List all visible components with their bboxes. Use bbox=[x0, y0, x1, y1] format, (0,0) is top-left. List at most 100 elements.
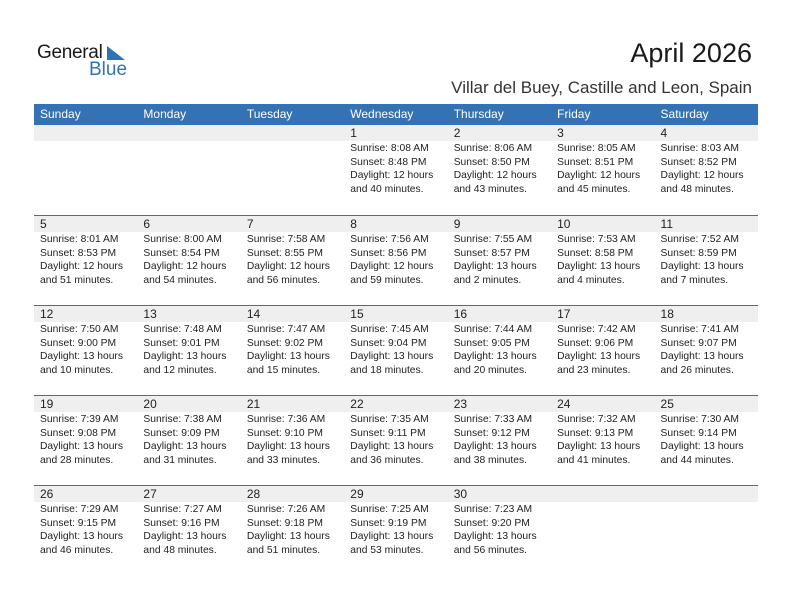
sunset-text: Sunset: 9:09 PM bbox=[143, 427, 220, 439]
day-cell-25: 25 Sunrise: 7:30 AM Sunset: 9:14 PM Dayligh… bbox=[655, 396, 758, 485]
sunset-text: Sunset: 8:48 PM bbox=[350, 156, 427, 168]
daylight-text: Daylight: 13 hours bbox=[40, 531, 123, 543]
day-number: 26 bbox=[40, 487, 54, 501]
sunrise-text: Sunrise: 8:03 AM bbox=[660, 143, 739, 154]
daylight-text: Daylight: 13 hours bbox=[453, 531, 537, 543]
daylight-text: and 46 minutes. bbox=[40, 544, 114, 556]
sunrise-text: Sunrise: 7:36 AM bbox=[246, 414, 326, 425]
sunset-text: Sunset: 9:01 PM bbox=[143, 337, 220, 349]
sunset-text: Sunset: 9:06 PM bbox=[557, 337, 634, 349]
daylight-text: Daylight: 13 hours bbox=[143, 531, 227, 543]
daylight-text: and 53 minutes. bbox=[350, 544, 424, 556]
day-number: 27 bbox=[143, 487, 157, 501]
day-cell-12: 12 Sunrise: 7:50 AM Sunset: 9:00 PM Dayligh… bbox=[34, 306, 137, 395]
day-number: 7 bbox=[246, 217, 254, 231]
logo-text-blue: Blue bbox=[89, 59, 128, 80]
daylight-text: and 51 minutes. bbox=[246, 544, 321, 556]
daylight-text: Daylight: 13 hours bbox=[660, 441, 744, 453]
daylight-text: and 44 minutes. bbox=[660, 454, 734, 466]
logo-triangle-icon bbox=[107, 46, 125, 60]
sunset-text: Sunset: 8:55 PM bbox=[246, 247, 323, 259]
day-number: 15 bbox=[350, 307, 364, 321]
empty-day-cell bbox=[137, 125, 240, 215]
day-cell-5: 5 Sunrise: 8:01 AM Sunset: 8:53 PM Daylight… bbox=[34, 216, 137, 305]
week-row: 5 Sunrise: 8:01 AM Sunset: 8:53 PM Daylight… bbox=[34, 215, 758, 305]
sunset-text: Sunset: 8:51 PM bbox=[557, 156, 634, 168]
sunset-text: Sunset: 9:04 PM bbox=[350, 337, 427, 349]
day-number: 20 bbox=[143, 397, 157, 411]
sunset-text: Sunset: 8:56 PM bbox=[350, 247, 427, 259]
sunset-text: Sunset: 9:07 PM bbox=[660, 337, 737, 349]
sunrise-text: Sunrise: 7:35 AM bbox=[350, 414, 429, 425]
daylight-text: Daylight: 12 hours bbox=[660, 170, 744, 182]
sunset-text: Sunset: 9:12 PM bbox=[453, 427, 530, 439]
day-cell-30: 30 Sunrise: 7:23 AM Sunset: 9:20 PM Dayligh… bbox=[448, 486, 551, 575]
sunset-text: Sunset: 8:54 PM bbox=[143, 247, 220, 259]
sunset-text: Sunset: 9:13 PM bbox=[557, 427, 634, 439]
day-number: 23 bbox=[453, 397, 468, 411]
daylight-text: Daylight: 13 hours bbox=[660, 261, 744, 273]
day-number: 17 bbox=[557, 307, 571, 321]
day-number: 16 bbox=[453, 307, 468, 321]
day-cell-18: 18 Sunrise: 7:41 AM Sunset: 9:07 PM Dayligh… bbox=[655, 306, 758, 395]
daylight-text: and 18 minutes. bbox=[350, 364, 424, 376]
day-number: 28 bbox=[246, 487, 261, 501]
daylight-text: and 23 minutes. bbox=[557, 364, 631, 376]
daylight-text: Daylight: 13 hours bbox=[350, 531, 434, 543]
day-cell-1: 1 Sunrise: 8:08 AM Sunset: 8:48 PM Daylight… bbox=[344, 125, 447, 215]
daylight-text: and 31 minutes. bbox=[143, 454, 217, 466]
day-number: 3 bbox=[557, 126, 564, 140]
day-cell-11: 11 Sunrise: 7:52 AM Sunset: 8:59 PM Dayligh… bbox=[655, 216, 758, 305]
day-cell-6: 6 Sunrise: 8:00 AM Sunset: 8:54 PM Daylight… bbox=[137, 216, 240, 305]
sunset-text: Sunset: 9:02 PM bbox=[246, 337, 323, 349]
day-cell-2: 2 Sunrise: 8:06 AM Sunset: 8:50 PM Daylight… bbox=[448, 125, 551, 215]
sunrise-text: Sunrise: 7:33 AM bbox=[453, 414, 533, 425]
weekday-saturday: Saturday bbox=[660, 107, 709, 121]
sunset-text: Sunset: 9:05 PM bbox=[453, 337, 530, 349]
sunrise-text: Sunrise: 7:41 AM bbox=[660, 324, 739, 335]
day-number: 30 bbox=[453, 487, 468, 501]
sunrise-text: Sunrise: 7:52 AM bbox=[660, 234, 739, 245]
day-cell-10: 10 Sunrise: 7:53 AM Sunset: 8:58 PM Dayligh… bbox=[551, 216, 654, 305]
daylight-text: and 54 minutes. bbox=[143, 274, 217, 286]
sunrise-text: Sunrise: 7:27 AM bbox=[143, 504, 222, 515]
daylight-text: Daylight: 12 hours bbox=[40, 261, 123, 273]
sunrise-text: Sunrise: 7:42 AM bbox=[557, 324, 636, 335]
sunset-text: Sunset: 9:10 PM bbox=[246, 427, 323, 439]
day-cell-3: 3 Sunrise: 8:05 AM Sunset: 8:51 PM Daylight… bbox=[551, 125, 654, 215]
sunrise-text: Sunrise: 7:55 AM bbox=[453, 234, 533, 245]
day-number: 5 bbox=[40, 217, 47, 231]
day-number: 6 bbox=[143, 217, 151, 231]
sunrise-text: Sunrise: 7:26 AM bbox=[246, 504, 326, 515]
sunrise-text: Sunrise: 7:25 AM bbox=[350, 504, 429, 515]
logo: General Blue bbox=[37, 42, 137, 82]
daylight-text: Daylight: 13 hours bbox=[453, 441, 537, 453]
daylight-text: and 56 minutes. bbox=[453, 544, 527, 556]
day-number: 25 bbox=[660, 397, 674, 411]
week-row: 19 Sunrise: 7:39 AM Sunset: 9:08 PM Dayligh… bbox=[34, 395, 758, 485]
empty-day-cell bbox=[551, 486, 654, 575]
sunrise-text: Sunrise: 7:48 AM bbox=[143, 324, 222, 335]
daylight-text: Daylight: 13 hours bbox=[143, 441, 227, 453]
daylight-text: Daylight: 13 hours bbox=[143, 351, 227, 363]
day-cell-13: 13 Sunrise: 7:48 AM Sunset: 9:01 PM Dayligh… bbox=[137, 306, 240, 395]
sunrise-text: Sunrise: 8:05 AM bbox=[557, 143, 636, 154]
sunset-text: Sunset: 8:53 PM bbox=[40, 247, 117, 259]
day-number: 21 bbox=[246, 397, 261, 411]
day-number: 14 bbox=[246, 307, 261, 321]
empty-day-cell bbox=[34, 125, 137, 215]
daylight-text: Daylight: 13 hours bbox=[557, 351, 641, 363]
sunset-text: Sunset: 9:20 PM bbox=[453, 517, 530, 529]
daylight-text: Daylight: 13 hours bbox=[557, 441, 641, 453]
sunrise-text: Sunrise: 7:39 AM bbox=[40, 414, 119, 425]
daylight-text: Daylight: 12 hours bbox=[453, 170, 537, 182]
day-cell-16: 16 Sunrise: 7:44 AM Sunset: 9:05 PM Dayligh… bbox=[448, 306, 551, 395]
day-number: 1 bbox=[350, 126, 357, 140]
daylight-text: Daylight: 12 hours bbox=[350, 261, 434, 273]
sunset-text: Sunset: 9:14 PM bbox=[660, 427, 737, 439]
daylight-text: and 7 minutes. bbox=[660, 274, 729, 286]
week-row: 26 Sunrise: 7:29 AM Sunset: 9:15 PM Dayligh… bbox=[34, 485, 758, 575]
daylight-text: and 26 minutes. bbox=[660, 364, 734, 376]
sunrise-text: Sunrise: 8:01 AM bbox=[40, 234, 119, 245]
daylight-text: and 48 minutes. bbox=[660, 183, 734, 195]
